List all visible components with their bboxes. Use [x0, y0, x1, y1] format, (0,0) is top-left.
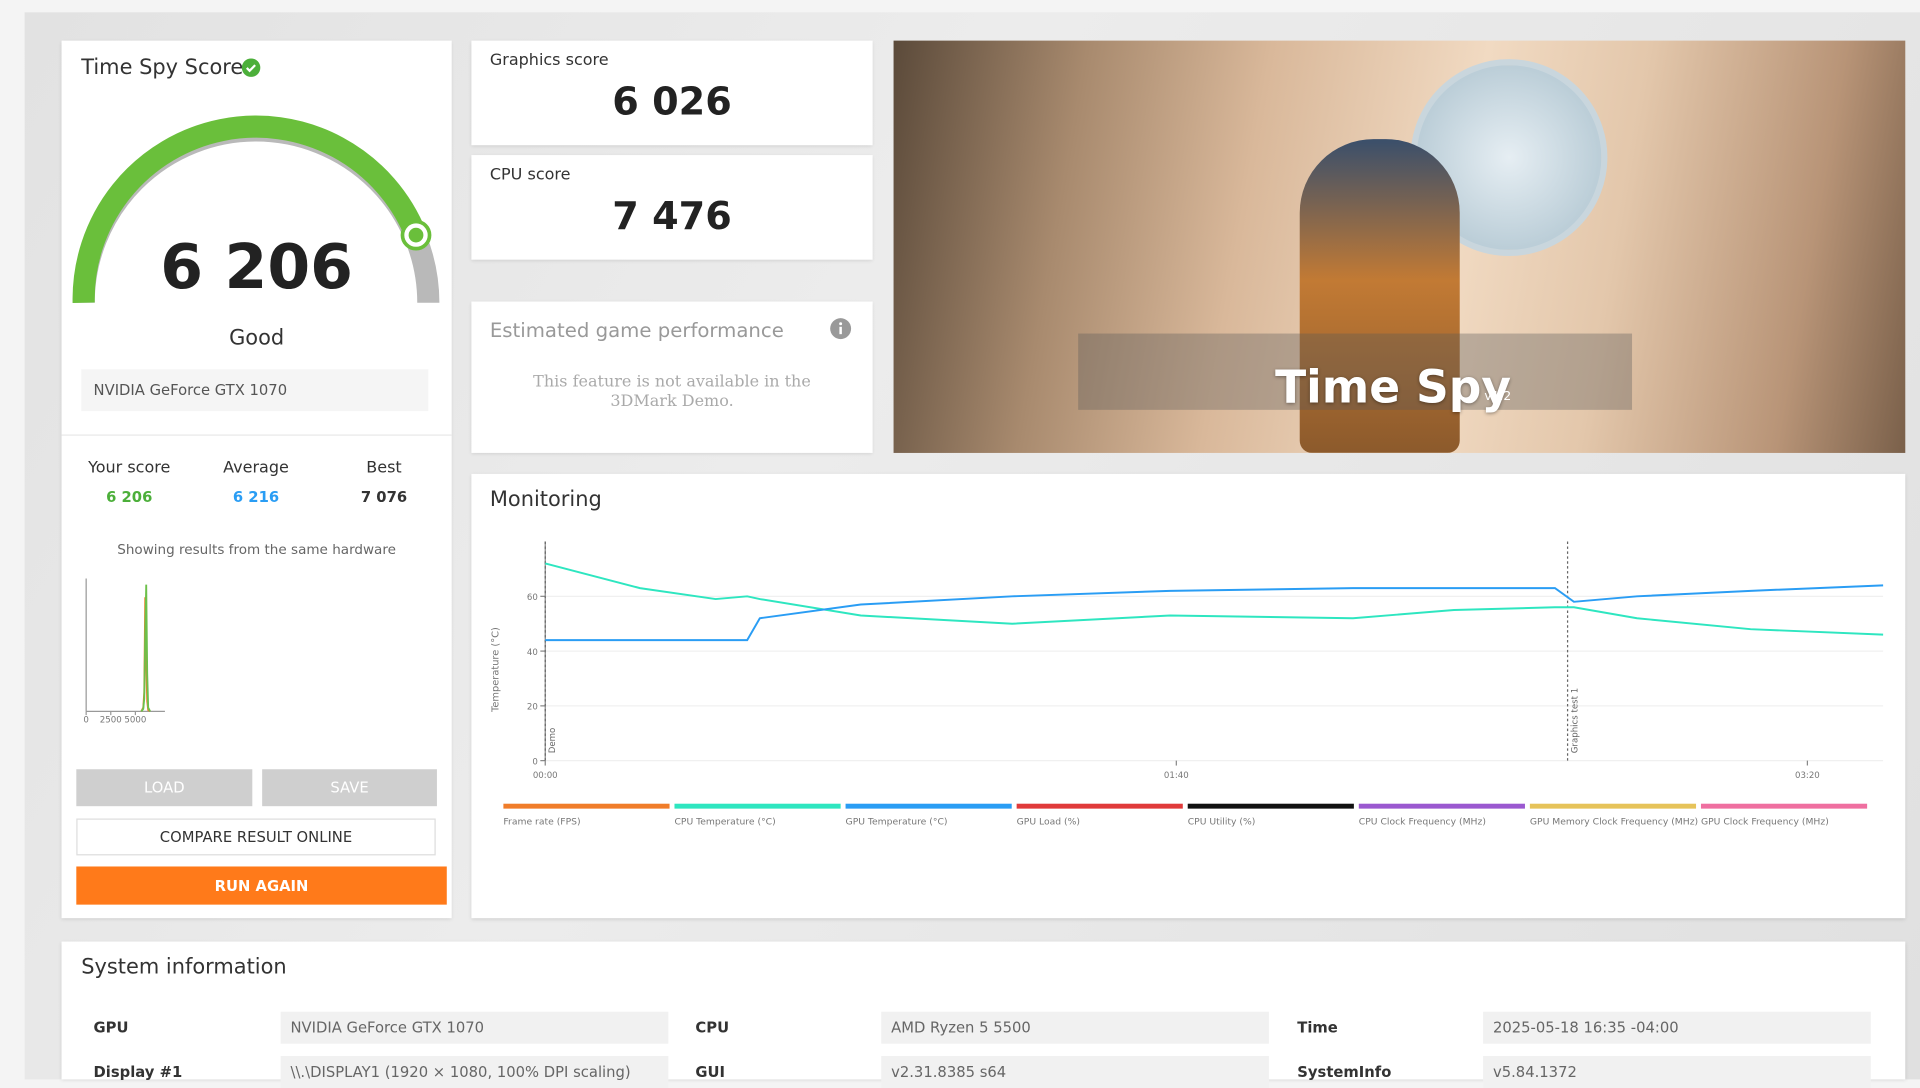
distribution-chart: 0 2500 5000	[83, 578, 165, 725]
gauge	[72, 115, 440, 304]
legend-label: CPU Temperature (°C)	[674, 817, 775, 828]
estimate-card: Estimated game performance This feature …	[471, 301, 873, 453]
legend-label: GPU Load (%)	[1017, 817, 1080, 828]
y-tick-label: 0	[532, 757, 537, 767]
comparison-label: Your score	[88, 459, 171, 478]
cpu-card: CPU score 7 476	[471, 155, 873, 260]
compare-button[interactable]: COMPARE RESULT ONLINE	[76, 818, 436, 856]
gauge-knob-dot	[408, 227, 424, 243]
info-label: SystemInfo	[1297, 1063, 1392, 1081]
distribution-line	[140, 584, 151, 712]
y-tick-label: 40	[527, 648, 538, 658]
cpu-value: 7 476	[612, 194, 732, 239]
monitoring-title: Monitoring	[489, 487, 602, 513]
comparison-value: 6 206	[106, 488, 153, 506]
data-line	[545, 584, 1884, 642]
legend-swatch	[845, 803, 1012, 809]
gpu-box	[81, 369, 429, 412]
banner-strip	[1078, 333, 1633, 410]
x-tick-label: 03:20	[1795, 771, 1820, 781]
info-label: GPU	[93, 1019, 129, 1037]
legend-label: GPU Memory Clock Frequency (MHz)	[1530, 817, 1698, 828]
gpu-name: NVIDIA GeForce GTX 1070	[93, 381, 288, 399]
legend-swatch	[1016, 803, 1183, 809]
info-value: v2.31.8385 s64	[881, 1056, 1269, 1088]
comparison-label: Average	[223, 459, 289, 478]
legend-label: GPU Temperature (°C)	[846, 817, 948, 828]
banner-version: v1.2	[1484, 390, 1512, 404]
legend-swatch	[1700, 803, 1868, 809]
load-button[interactable]: LOAD	[76, 769, 253, 807]
graphics-value: 6 026	[612, 80, 732, 125]
graphics-card: Graphics score 6 026	[471, 40, 873, 146]
x-tick-label: 00:00	[533, 771, 558, 781]
score-rating: Good	[229, 326, 285, 351]
legend-swatch	[1358, 803, 1525, 809]
marker-label: Graphics test 1	[1570, 688, 1580, 754]
banner-title: Time Spy	[1275, 360, 1512, 414]
system-info-title: System information	[81, 955, 287, 980]
graphics-label: Graphics score	[489, 51, 609, 71]
info-label: GUI	[695, 1063, 726, 1081]
data-line	[544, 562, 1884, 636]
legend-label: CPU Utility (%)	[1188, 817, 1256, 828]
comparison-value: 6 216	[232, 488, 280, 506]
score-value: 6 206	[160, 231, 353, 303]
save-button[interactable]: SAVE	[262, 769, 437, 807]
cpu-label: CPU score	[489, 166, 571, 185]
x-tick-label: 01:40	[1164, 771, 1189, 781]
legend-swatch	[1529, 803, 1697, 809]
marker-label: Demo	[548, 728, 558, 754]
comparison-label: Best	[366, 459, 402, 478]
monitoring-chart: Temperature (°C) 0 20 40 60 00:00 01:40 03:20 De…	[490, 541, 1884, 828]
comparison-value: 7 076	[360, 488, 408, 506]
run-again-button[interactable]: RUN AGAIN	[76, 866, 447, 905]
info-value: v5.84.1372	[1483, 1056, 1871, 1088]
score-title: Time Spy Score	[81, 55, 244, 81]
check-icon	[241, 58, 261, 77]
estimate-title: Estimated game performance	[489, 318, 784, 343]
info-value: \\.\DISPLAY1 (1920 × 1080, 100% DPI scal…	[280, 1056, 669, 1088]
score-card: Time Spy Score 6 206 Good NVIDIA GeForce…	[61, 40, 452, 919]
info-label: Time	[1297, 1019, 1338, 1037]
banner: Time Spy v1.2	[893, 40, 1906, 453]
legend-label: Frame rate (FPS)	[503, 817, 580, 828]
legend-label: CPU Clock Frequency (MHz)	[1359, 817, 1486, 828]
info-icon[interactable]	[830, 318, 852, 340]
y-tick-label: 20	[527, 703, 538, 713]
divider	[61, 434, 452, 436]
x-tick-label: 0	[83, 715, 88, 725]
estimate-text: This feature is not available in the 3DM…	[533, 372, 811, 412]
info-value: 2025-05-18 16:35 -04:00	[1483, 1011, 1871, 1044]
gauge-fill	[72, 115, 427, 304]
info-value: AMD Ryzen 5 5500	[881, 1011, 1269, 1044]
legend-swatch	[503, 803, 670, 809]
legend-swatch	[674, 803, 841, 809]
info-value: NVIDIA GeForce GTX 1070	[280, 1011, 669, 1044]
info-label: CPU	[695, 1019, 730, 1037]
x-tick-label: 5000	[124, 715, 146, 725]
banner-figure	[1299, 139, 1460, 453]
legend-swatch	[1187, 803, 1354, 809]
y-axis-label: Temperature (°C)	[490, 627, 501, 713]
legend-label: GPU Clock Frequency (MHz)	[1701, 817, 1829, 828]
y-tick-label: 60	[527, 593, 538, 603]
x-tick-label: 2500	[100, 715, 122, 725]
hardware-note: Showing results from the same hardware	[117, 541, 396, 558]
info-label: Display #1	[93, 1063, 183, 1081]
monitoring-card: Monitoring	[471, 473, 1906, 919]
